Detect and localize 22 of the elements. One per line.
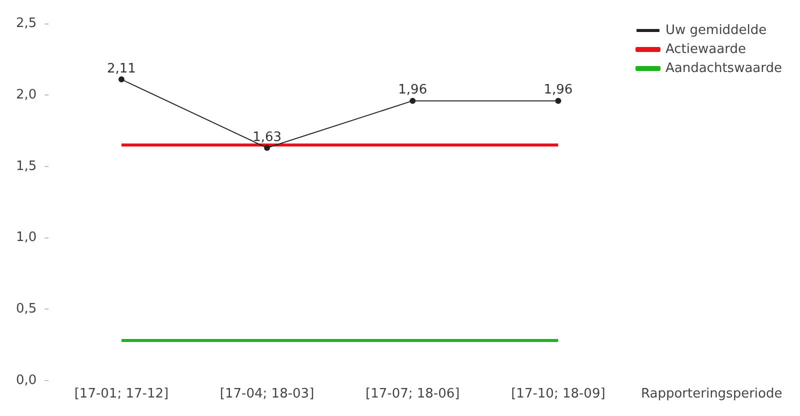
y-tick-label: 2,5	[16, 16, 37, 32]
y-tick-label: 1,5	[16, 158, 37, 174]
x-tick-label: [17-07; 18-06]	[366, 386, 460, 402]
data-label: 1,96	[398, 82, 428, 98]
data-label: 2,11	[106, 61, 136, 76]
data-label: 1,63	[252, 130, 282, 145]
point	[555, 98, 562, 104]
point	[118, 76, 124, 82]
legend-label: Uw gemiddelde	[665, 22, 767, 38]
y-tick-label: 2,0	[16, 87, 37, 102]
x-tick-label: [17-04; 18-03]	[220, 386, 314, 402]
x-axis-title: Rapporteringsperiode	[640, 386, 782, 402]
x-tick-label: [17-10; 18-09]	[511, 386, 606, 402]
point	[264, 144, 270, 151]
legend-label: Actiewaarde	[665, 42, 746, 57]
x-tick-label: [17-01; 17-12]	[74, 386, 169, 402]
point	[410, 98, 416, 104]
data-label: 1,96	[544, 82, 573, 98]
y-tick-label: 0,5	[16, 301, 37, 316]
y-tick-label: 1,0	[16, 230, 37, 246]
legend-label: Aandachtswaarde	[665, 60, 782, 76]
y-tick-label: 0,0	[16, 372, 37, 388]
